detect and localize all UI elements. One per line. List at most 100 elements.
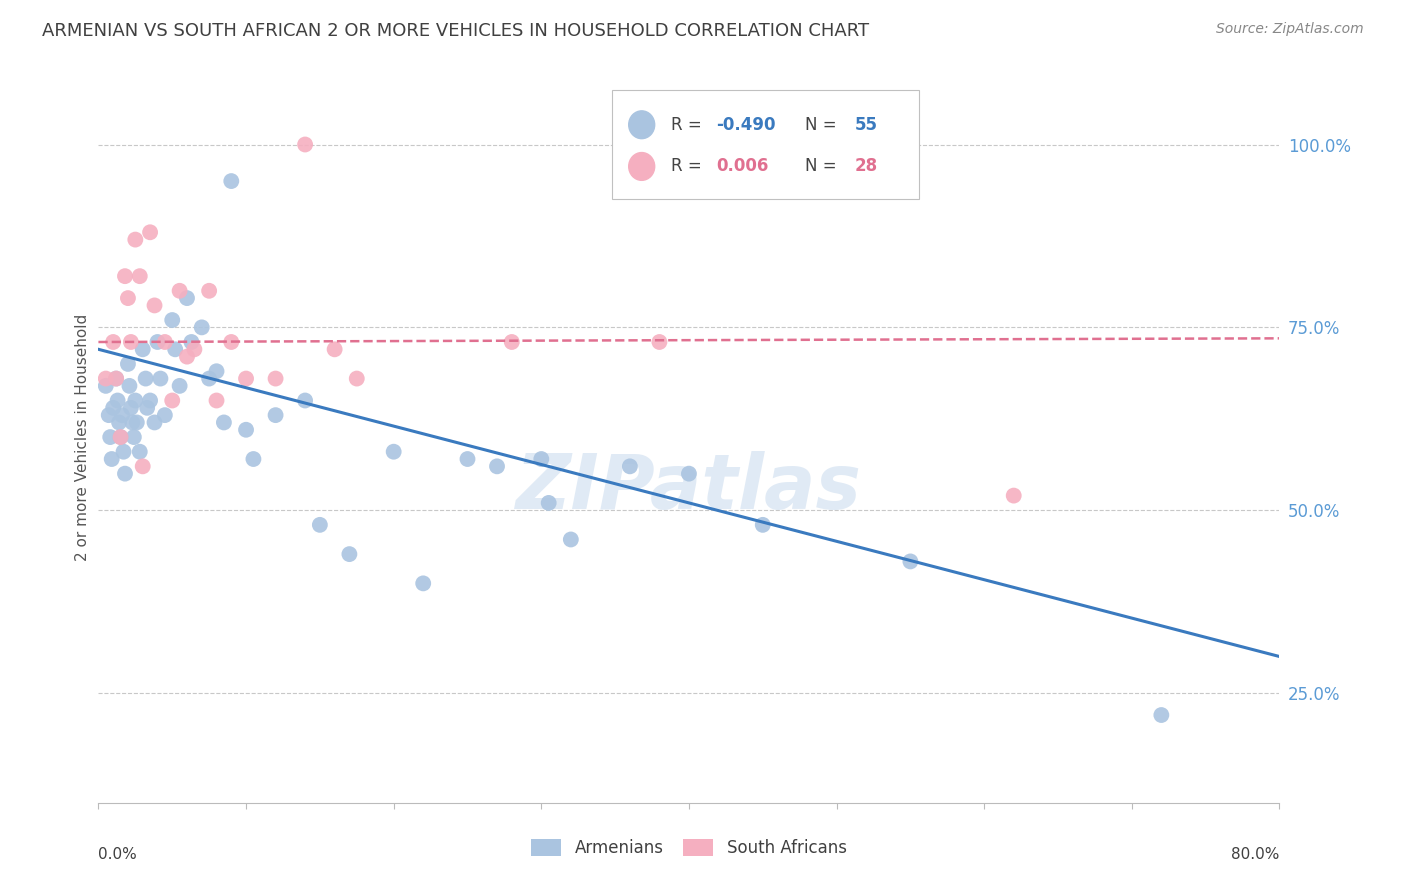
Point bbox=[108, 416, 131, 430]
Point bbox=[153, 334, 176, 349]
Point bbox=[121, 416, 143, 430]
Point bbox=[122, 430, 145, 444]
Point bbox=[105, 371, 128, 385]
FancyBboxPatch shape bbox=[612, 90, 920, 200]
Text: N =: N = bbox=[804, 158, 842, 176]
Point bbox=[162, 313, 183, 327]
Text: R =: R = bbox=[671, 116, 707, 134]
Point bbox=[212, 416, 235, 430]
Point bbox=[143, 416, 166, 430]
Text: -0.490: -0.490 bbox=[716, 116, 776, 134]
Point bbox=[205, 393, 228, 408]
Point bbox=[180, 334, 202, 349]
Point bbox=[751, 517, 773, 532]
Point bbox=[323, 343, 346, 357]
Point bbox=[110, 430, 132, 444]
Point bbox=[537, 496, 560, 510]
Text: 55: 55 bbox=[855, 116, 877, 134]
Point bbox=[128, 269, 150, 284]
Point bbox=[242, 452, 264, 467]
Point bbox=[139, 225, 162, 239]
Point bbox=[125, 416, 148, 430]
Point bbox=[169, 379, 191, 393]
Point bbox=[1002, 489, 1025, 503]
Point bbox=[107, 393, 129, 408]
Point bbox=[103, 334, 125, 349]
Point bbox=[136, 401, 159, 415]
Point bbox=[346, 371, 368, 385]
Point bbox=[382, 444, 405, 458]
Point bbox=[114, 269, 136, 284]
Point bbox=[162, 393, 183, 408]
Point bbox=[412, 576, 434, 591]
Text: Source: ZipAtlas.com: Source: ZipAtlas.com bbox=[1216, 22, 1364, 37]
Text: ARMENIAN VS SOUTH AFRICAN 2 OR MORE VEHICLES IN HOUSEHOLD CORRELATION CHART: ARMENIAN VS SOUTH AFRICAN 2 OR MORE VEHI… bbox=[42, 22, 869, 40]
Point bbox=[235, 371, 257, 385]
Ellipse shape bbox=[628, 153, 655, 180]
Point bbox=[530, 452, 553, 467]
Point bbox=[235, 423, 257, 437]
Point bbox=[143, 298, 166, 312]
Point bbox=[264, 408, 287, 422]
Point bbox=[105, 371, 128, 385]
Point bbox=[339, 547, 360, 561]
Point bbox=[264, 371, 287, 385]
Point bbox=[294, 393, 316, 408]
Point bbox=[153, 408, 176, 422]
Point bbox=[117, 291, 139, 305]
Text: ZIPatlas: ZIPatlas bbox=[516, 451, 862, 525]
Text: 28: 28 bbox=[855, 158, 877, 176]
Point bbox=[176, 350, 198, 364]
Point bbox=[560, 533, 582, 547]
Text: N =: N = bbox=[804, 116, 842, 134]
Point bbox=[94, 371, 117, 385]
Point bbox=[501, 334, 523, 349]
Legend: Armenians, South Africans: Armenians, South Africans bbox=[524, 832, 853, 864]
Point bbox=[120, 334, 142, 349]
Point bbox=[486, 459, 509, 474]
Point bbox=[120, 401, 142, 415]
Point bbox=[139, 393, 162, 408]
Point bbox=[219, 334, 242, 349]
Text: 0.0%: 0.0% bbox=[98, 847, 138, 862]
Point bbox=[183, 343, 205, 357]
Point bbox=[309, 517, 332, 532]
Point bbox=[110, 430, 132, 444]
Point bbox=[205, 364, 228, 378]
Y-axis label: 2 or more Vehicles in Household: 2 or more Vehicles in Household bbox=[75, 313, 90, 561]
Point bbox=[94, 379, 117, 393]
Ellipse shape bbox=[628, 111, 655, 138]
Point bbox=[112, 444, 135, 458]
Point bbox=[619, 459, 641, 474]
Point bbox=[132, 459, 155, 474]
Point bbox=[648, 334, 671, 349]
Point bbox=[678, 467, 700, 481]
Point bbox=[98, 430, 121, 444]
Point bbox=[165, 343, 187, 357]
Point bbox=[103, 401, 125, 415]
Point bbox=[135, 371, 157, 385]
Point bbox=[198, 284, 221, 298]
Point bbox=[294, 137, 316, 152]
Point bbox=[146, 334, 169, 349]
Point bbox=[124, 233, 146, 247]
Point bbox=[117, 357, 139, 371]
Point bbox=[149, 371, 172, 385]
Point bbox=[900, 554, 922, 568]
Point bbox=[100, 452, 122, 467]
Point bbox=[219, 174, 242, 188]
Point bbox=[169, 284, 191, 298]
Text: R =: R = bbox=[671, 158, 713, 176]
Point bbox=[132, 343, 155, 357]
Text: 80.0%: 80.0% bbox=[1232, 847, 1279, 862]
Point bbox=[1150, 708, 1173, 723]
Text: 0.006: 0.006 bbox=[716, 158, 769, 176]
Point bbox=[128, 444, 150, 458]
Point bbox=[97, 408, 120, 422]
Point bbox=[191, 320, 214, 334]
Point bbox=[118, 379, 141, 393]
Point bbox=[114, 467, 136, 481]
Point bbox=[176, 291, 198, 305]
Point bbox=[111, 408, 134, 422]
Point bbox=[198, 371, 221, 385]
